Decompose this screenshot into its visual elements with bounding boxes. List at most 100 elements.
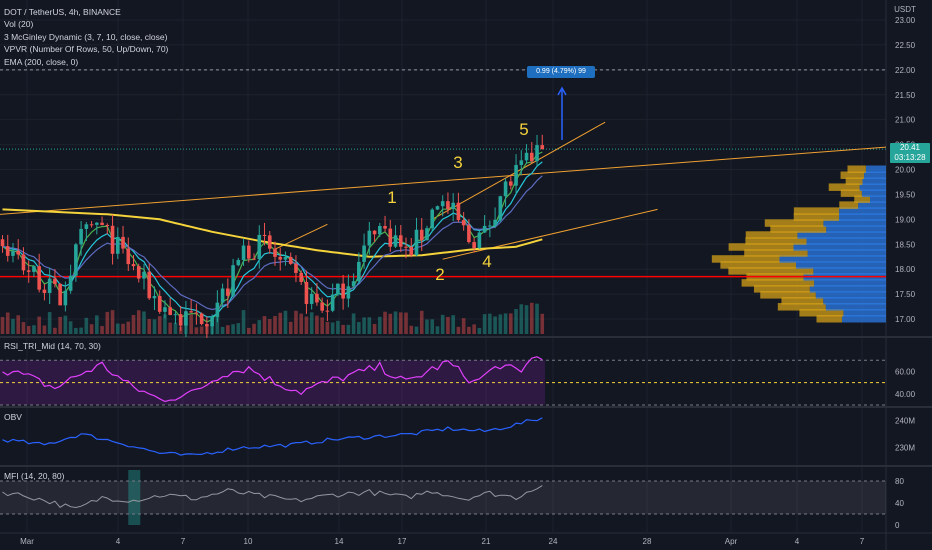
volume-bar bbox=[105, 311, 110, 334]
candle-body bbox=[283, 257, 288, 260]
candle-body bbox=[173, 314, 178, 316]
candle-body bbox=[446, 201, 450, 210]
candle-body bbox=[529, 152, 534, 162]
volume-bar bbox=[226, 325, 230, 334]
candle-body bbox=[16, 250, 21, 255]
volume-bar bbox=[325, 321, 330, 334]
indicator-volume[interactable]: Vol (20) bbox=[4, 19, 34, 30]
vpvr-down-bar bbox=[764, 219, 824, 227]
obv-pane-label[interactable]: OBV bbox=[4, 412, 22, 422]
candle-body bbox=[362, 245, 366, 262]
candle-body bbox=[95, 222, 99, 225]
time-tick-label: 24 bbox=[549, 537, 558, 546]
volume-bar bbox=[11, 318, 15, 334]
volume-bars bbox=[0, 302, 545, 334]
indicator-mcginley[interactable]: 3 McGinley Dynamic (3, 7, 10, close, clo… bbox=[4, 31, 168, 42]
volume-bar bbox=[47, 312, 52, 334]
candle-body bbox=[346, 286, 351, 299]
time-tick-label: 28 bbox=[643, 537, 652, 546]
candle-body bbox=[231, 265, 235, 296]
candle-body bbox=[330, 294, 335, 311]
mfi-pane-label[interactable]: MFI (14, 20, 80) bbox=[4, 471, 65, 481]
candle-body bbox=[414, 229, 419, 256]
candle-body bbox=[472, 242, 476, 249]
time-tick-label: 21 bbox=[482, 537, 491, 546]
vpvr-up-bar bbox=[813, 267, 886, 275]
volume-bar bbox=[278, 312, 283, 334]
candle-body bbox=[68, 275, 73, 291]
vpvr-up-bar bbox=[838, 213, 886, 221]
candle-body bbox=[26, 270, 31, 272]
rsi-pane-label[interactable]: RSI_TRI_Mid (14, 70, 30) bbox=[4, 341, 101, 351]
obv-tick-label: 240M bbox=[895, 416, 915, 425]
volume-bar bbox=[336, 320, 340, 334]
candle-body bbox=[488, 225, 492, 227]
volume-bar bbox=[346, 324, 351, 334]
indicator-vpvr[interactable]: VPVR (Number Of Rows, 50, Up/Down, 70) bbox=[4, 44, 169, 55]
vpvr-down-bar bbox=[793, 213, 839, 221]
candle-body bbox=[409, 246, 414, 256]
volume-bar bbox=[482, 314, 487, 334]
symbol-title[interactable]: DOT / TetherUS, 4h, BINANCE bbox=[4, 7, 121, 17]
candle-body bbox=[257, 234, 262, 260]
candle-body bbox=[367, 230, 372, 246]
volume-bar bbox=[493, 316, 497, 334]
volume-bar bbox=[372, 323, 377, 334]
indicator-ema[interactable]: EMA (200, close, 0) bbox=[4, 56, 79, 67]
volume-bar bbox=[535, 303, 539, 334]
vpvr-up-bar bbox=[797, 231, 886, 239]
volume-bar bbox=[231, 324, 235, 334]
candle-body bbox=[273, 248, 277, 257]
candle-body bbox=[157, 295, 162, 312]
volume-bar bbox=[89, 324, 94, 334]
price-tick-label: 18.00 bbox=[895, 265, 916, 274]
rsi-pane bbox=[0, 356, 886, 406]
volume-bar bbox=[58, 316, 62, 334]
long-trendline bbox=[0, 146, 887, 215]
candle-body bbox=[262, 234, 267, 236]
volume-bar bbox=[74, 327, 78, 334]
volume-bar bbox=[220, 326, 225, 334]
last-price-value: 20.41 bbox=[899, 143, 921, 152]
time-tick-label: 7 bbox=[181, 537, 186, 546]
candle-body bbox=[11, 250, 15, 256]
candle-body bbox=[430, 209, 435, 229]
candle-body bbox=[194, 312, 199, 314]
volume-bar bbox=[477, 327, 482, 334]
candle-body bbox=[131, 264, 136, 267]
candle-body bbox=[236, 259, 241, 266]
wave-label-4: 4 bbox=[482, 252, 491, 271]
price-tick-label: 20.00 bbox=[895, 166, 916, 175]
mfi-tick-label: 40 bbox=[895, 499, 904, 508]
candle-body bbox=[63, 290, 68, 306]
projection-label[interactable]: 0.99 (4.79%) 99 bbox=[527, 66, 595, 78]
price-tick-label: 18.50 bbox=[895, 240, 916, 249]
volume-bar bbox=[16, 315, 21, 334]
vpvr-up-bar bbox=[793, 243, 886, 251]
vpvr-down-bar bbox=[854, 195, 870, 203]
price-tick-label: 17.00 bbox=[895, 315, 916, 324]
vpvr-up-bar bbox=[779, 255, 886, 263]
candle-body bbox=[388, 228, 393, 247]
volume-bar bbox=[100, 326, 104, 334]
volume-bar bbox=[524, 305, 529, 334]
candle-body bbox=[142, 271, 146, 279]
chart-legend: DOT / TetherUS, 4h, BINANCE Vol (20) 3 M… bbox=[4, 6, 168, 68]
volume-bar bbox=[472, 324, 476, 334]
vpvr-down-bar bbox=[728, 267, 814, 275]
vpvr-down-bar bbox=[799, 309, 844, 317]
wave-label-1: 1 bbox=[387, 188, 396, 207]
volume-bar bbox=[5, 312, 10, 334]
candle-body bbox=[220, 288, 225, 303]
volume-bar bbox=[398, 312, 403, 334]
volume-bar bbox=[257, 320, 262, 334]
wave-labels: 1 2 3 4 5 bbox=[387, 120, 528, 284]
volume-bar bbox=[53, 327, 57, 334]
volume-bar bbox=[294, 310, 298, 334]
candle-body bbox=[0, 239, 5, 247]
vpvr-up-bar bbox=[869, 195, 886, 203]
candle-body bbox=[440, 201, 445, 207]
volume-bar bbox=[163, 314, 167, 334]
volume-bar bbox=[173, 322, 178, 334]
